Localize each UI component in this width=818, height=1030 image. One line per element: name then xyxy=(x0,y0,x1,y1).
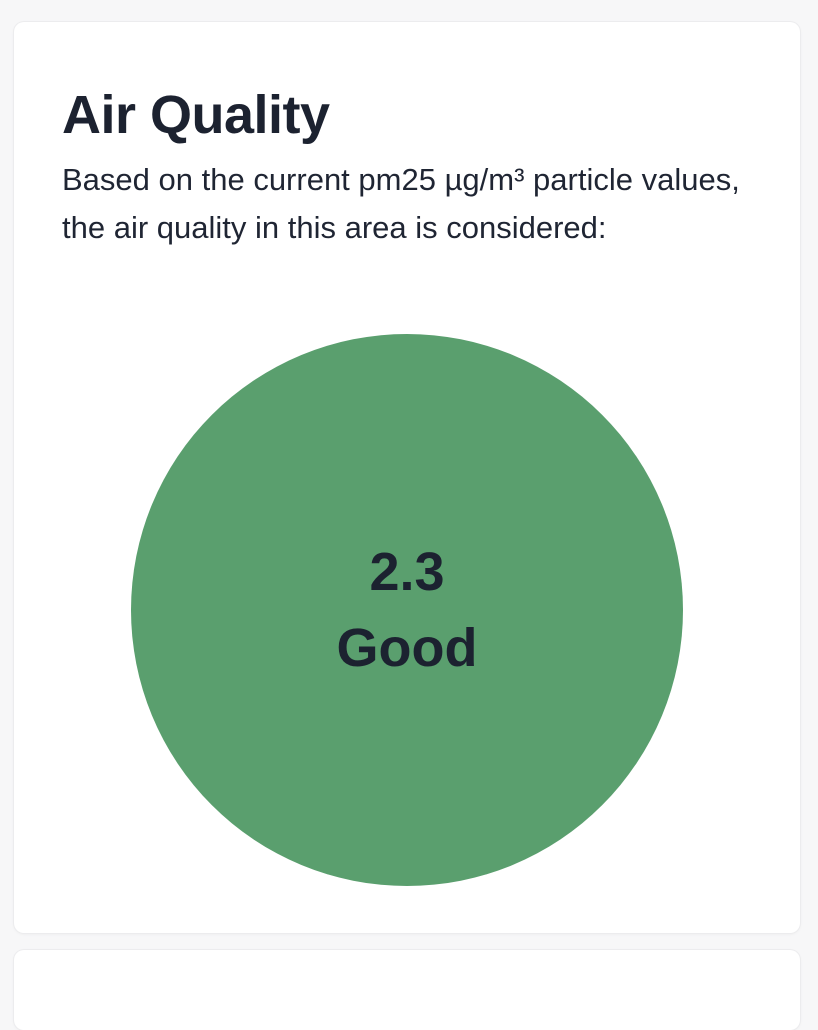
next-card xyxy=(14,950,800,1030)
air-quality-description: Based on the current pm25 µg/m³ particle… xyxy=(62,162,740,245)
card-title: Air Quality xyxy=(62,85,330,145)
air-quality-card: Air Quality Based on the current pm25 µg… xyxy=(14,22,800,933)
air-quality-indicator: 2.3 Good xyxy=(131,334,683,886)
air-quality-value: 2.3 xyxy=(369,542,445,602)
air-quality-label: Good xyxy=(336,618,478,678)
